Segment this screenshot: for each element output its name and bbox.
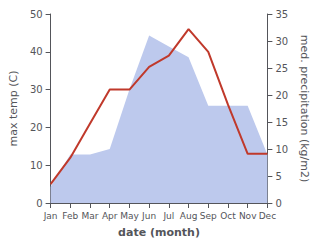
svg-text:Sep: Sep xyxy=(200,211,217,221)
svg-text:Dec: Dec xyxy=(259,211,276,221)
svg-text:Apr: Apr xyxy=(102,211,118,221)
svg-text:med. precipitation (kg/m2): med. precipitation (kg/m2) xyxy=(298,35,311,183)
svg-text:50: 50 xyxy=(30,9,43,20)
svg-text:Jul: Jul xyxy=(162,211,174,221)
svg-text:Jun: Jun xyxy=(141,211,156,221)
svg-text:0: 0 xyxy=(275,198,281,209)
svg-text:20: 20 xyxy=(275,90,288,101)
svg-text:Mar: Mar xyxy=(82,211,99,221)
svg-text:date (month): date (month) xyxy=(118,226,200,239)
svg-text:Feb: Feb xyxy=(62,211,78,221)
svg-text:30: 30 xyxy=(275,36,288,47)
svg-text:Jan: Jan xyxy=(43,211,58,221)
svg-text:10: 10 xyxy=(275,144,288,155)
svg-text:35: 35 xyxy=(275,9,288,20)
svg-text:May: May xyxy=(120,211,139,221)
svg-text:40: 40 xyxy=(30,46,43,57)
svg-text:0: 0 xyxy=(36,198,42,209)
svg-text:Nov: Nov xyxy=(239,211,257,221)
svg-text:30: 30 xyxy=(30,84,43,95)
svg-text:20: 20 xyxy=(30,122,43,133)
svg-text:10: 10 xyxy=(30,160,43,171)
svg-text:Aug: Aug xyxy=(180,211,198,221)
svg-text:5: 5 xyxy=(275,171,281,182)
svg-text:Oct: Oct xyxy=(220,211,236,221)
svg-text:max temp (C): max temp (C) xyxy=(7,70,20,146)
svg-text:25: 25 xyxy=(275,63,288,74)
svg-text:15: 15 xyxy=(275,117,288,128)
